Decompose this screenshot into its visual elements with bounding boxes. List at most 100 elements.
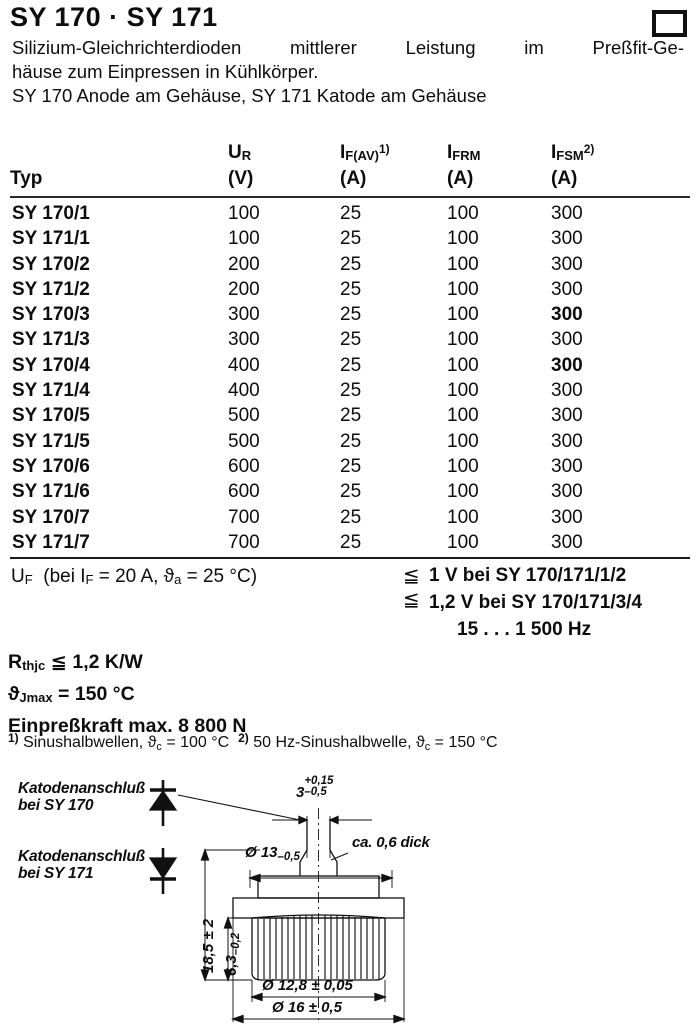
table-row: SY 171/7 700 25 100 300: [10, 532, 690, 557]
tjmax-spec: ϑJmax = 150 °C: [8, 683, 135, 705]
cell-ifav: 25: [340, 203, 362, 224]
cell-typ: SY 171/2: [12, 278, 90, 300]
cell-ur: 400: [228, 354, 260, 376]
cell-typ: SY 170/4: [12, 354, 90, 376]
intro-line-3: SY 170 Anode am Gehäuse, SY 171 Katode a…: [12, 85, 487, 106]
column-header-ifrm: IFRM: [447, 142, 481, 163]
less-equal-symbols: ≦ ≦: [403, 565, 420, 611]
page-title: SY 170 · SY 171: [10, 2, 218, 32]
table-row: SY 170/6 600 25 100 300: [10, 456, 690, 481]
column-header-typ: Typ: [10, 168, 43, 189]
cell-typ: SY 170/6: [12, 455, 90, 477]
cell-ifsm: 300: [551, 304, 583, 326]
katode-171-label: Katodenanschluß bei SY 171: [18, 848, 146, 882]
katode-170-label: Katodenanschluß bei SY 170: [18, 780, 146, 814]
column-unit-ur: (V): [228, 168, 254, 189]
cell-ifav: 25: [340, 455, 362, 477]
cell-ifrm: 100: [447, 354, 479, 376]
cell-ifav: 25: [340, 430, 362, 452]
intro-line-2: häuse zum Einpressen in Kühlkörper.: [12, 61, 319, 82]
cell-ifsm: 300: [551, 405, 583, 427]
cell-ifrm: 100: [447, 203, 479, 224]
cell-ur: 100: [228, 203, 260, 224]
dim-height-total: 18,5 ± 2: [200, 918, 217, 973]
uf-frequency-range: 15 . . . 1 500 Hz: [457, 619, 592, 640]
footnote-2-marker: 2): [238, 731, 249, 745]
uf-limit-lines: 1 V bei SY 170/171/1/2 1,2 V bei SY 170/…: [429, 562, 642, 643]
cell-ifrm: 100: [447, 481, 479, 503]
column-unit-ifsm: (A): [551, 168, 578, 189]
cell-ifav: 25: [340, 278, 362, 300]
diode-symbol-cathode-bottom-icon: [148, 848, 178, 894]
cell-ur: 200: [228, 253, 260, 275]
cell-ur: 600: [228, 455, 260, 477]
parameter-table: Typ UR (V) IF(AV)1) (A) IFRM (A) IFSM2) …: [10, 138, 690, 560]
table-body: SY 170/1 100 25 100 300 SY 171/1 100 25 100 300 SY…: [10, 198, 690, 557]
dim-thickness: ca. 0,6 dick: [352, 834, 430, 851]
cell-ifav: 25: [340, 481, 362, 503]
cell-ifrm: 100: [447, 278, 479, 300]
cell-ifav: 25: [340, 354, 362, 376]
cell-ur: 100: [228, 228, 260, 250]
cell-ifsm: 300: [551, 203, 583, 224]
column-unit-ifav: (A): [340, 168, 367, 189]
cell-ifrm: 100: [447, 329, 479, 351]
cell-ifav: 25: [340, 380, 362, 402]
cell-ifrm: 100: [447, 405, 479, 427]
rth-spec: Rthjc ≦ 1,2 K/W: [8, 651, 143, 673]
column-header-ur: UR: [228, 142, 252, 163]
cell-ifsm: 300: [551, 506, 583, 528]
table-header-divider: [10, 196, 690, 198]
cell-ifrm: 100: [447, 430, 479, 452]
cell-typ: SY 171/7: [12, 531, 90, 553]
table-row: SY 171/1 100 25 100 300: [10, 228, 690, 253]
cell-ur: 500: [228, 430, 260, 452]
table-row: SY 171/6 600 25 100 300: [10, 481, 690, 506]
cell-ifrm: 100: [447, 228, 479, 250]
cell-ifsm: 300: [551, 278, 583, 300]
cell-ur: 700: [228, 531, 260, 553]
table-row: SY 170/3 300 25 100 300: [10, 304, 690, 329]
cell-ifsm: 300: [551, 430, 583, 452]
table-row: SY 171/5 500 25 100 300: [10, 431, 690, 456]
cell-ur: 400: [228, 380, 260, 402]
cell-ur: 700: [228, 506, 260, 528]
cell-ifrm: 100: [447, 304, 479, 326]
table-row: SY 170/1 100 25 100 300: [10, 203, 690, 228]
cell-ifrm: 100: [447, 506, 479, 528]
cell-typ: SY 171/6: [12, 481, 90, 503]
cell-ifav: 25: [340, 405, 362, 427]
cell-ifav: 25: [340, 304, 362, 326]
cell-ifrm: 100: [447, 380, 479, 402]
footnote-1-marker: 1): [8, 731, 19, 745]
cell-ifav: 25: [340, 329, 362, 351]
cell-ifsm: 300: [551, 354, 583, 376]
column-header-ifav: IF(AV)1): [340, 142, 390, 163]
uf-condition: UF (bei IF = 20 A, ϑa = 25 °C): [11, 566, 258, 587]
cell-ifsm: 300: [551, 253, 583, 275]
cell-typ: SY 170/5: [12, 405, 90, 427]
cell-typ: SY 170/2: [12, 253, 90, 275]
column-unit-ifrm: (A): [447, 168, 474, 189]
cell-ifav: 25: [340, 228, 362, 250]
press-force-spec: Einpreßkraft max. 8 800 N: [8, 715, 247, 737]
cell-ifsm: 300: [551, 380, 583, 402]
rectangle-outline-icon: [652, 10, 687, 37]
drawing-vector: [148, 780, 406, 1024]
cell-ifrm: 100: [447, 531, 479, 553]
cell-typ: SY 171/4: [12, 380, 90, 402]
table-row: SY 170/7 700 25 100 300: [10, 507, 690, 532]
cell-ur: 500: [228, 405, 260, 427]
cell-ifsm: 300: [551, 455, 583, 477]
cell-ifsm: 300: [551, 329, 583, 351]
cell-ifrm: 100: [447, 253, 479, 275]
intro-text: Silizium-Gleichrichterdioden mittlerer L…: [12, 36, 684, 108]
thermal-mechanical-specs: Rthjc ≦ 1,2 K/W ϑJmax = 150 °C Einpreßkr…: [8, 648, 246, 740]
cell-ifrm: 100: [447, 455, 479, 477]
cell-typ: SY 170/1: [12, 203, 90, 224]
cell-typ: SY 170/3: [12, 304, 90, 326]
column-header-ifsm: IFSM2): [551, 142, 595, 163]
mechanical-drawing: Katodenanschluß bei SY 170 Katodenanschl…: [0, 758, 700, 1026]
cell-typ: SY 170/7: [12, 506, 90, 528]
